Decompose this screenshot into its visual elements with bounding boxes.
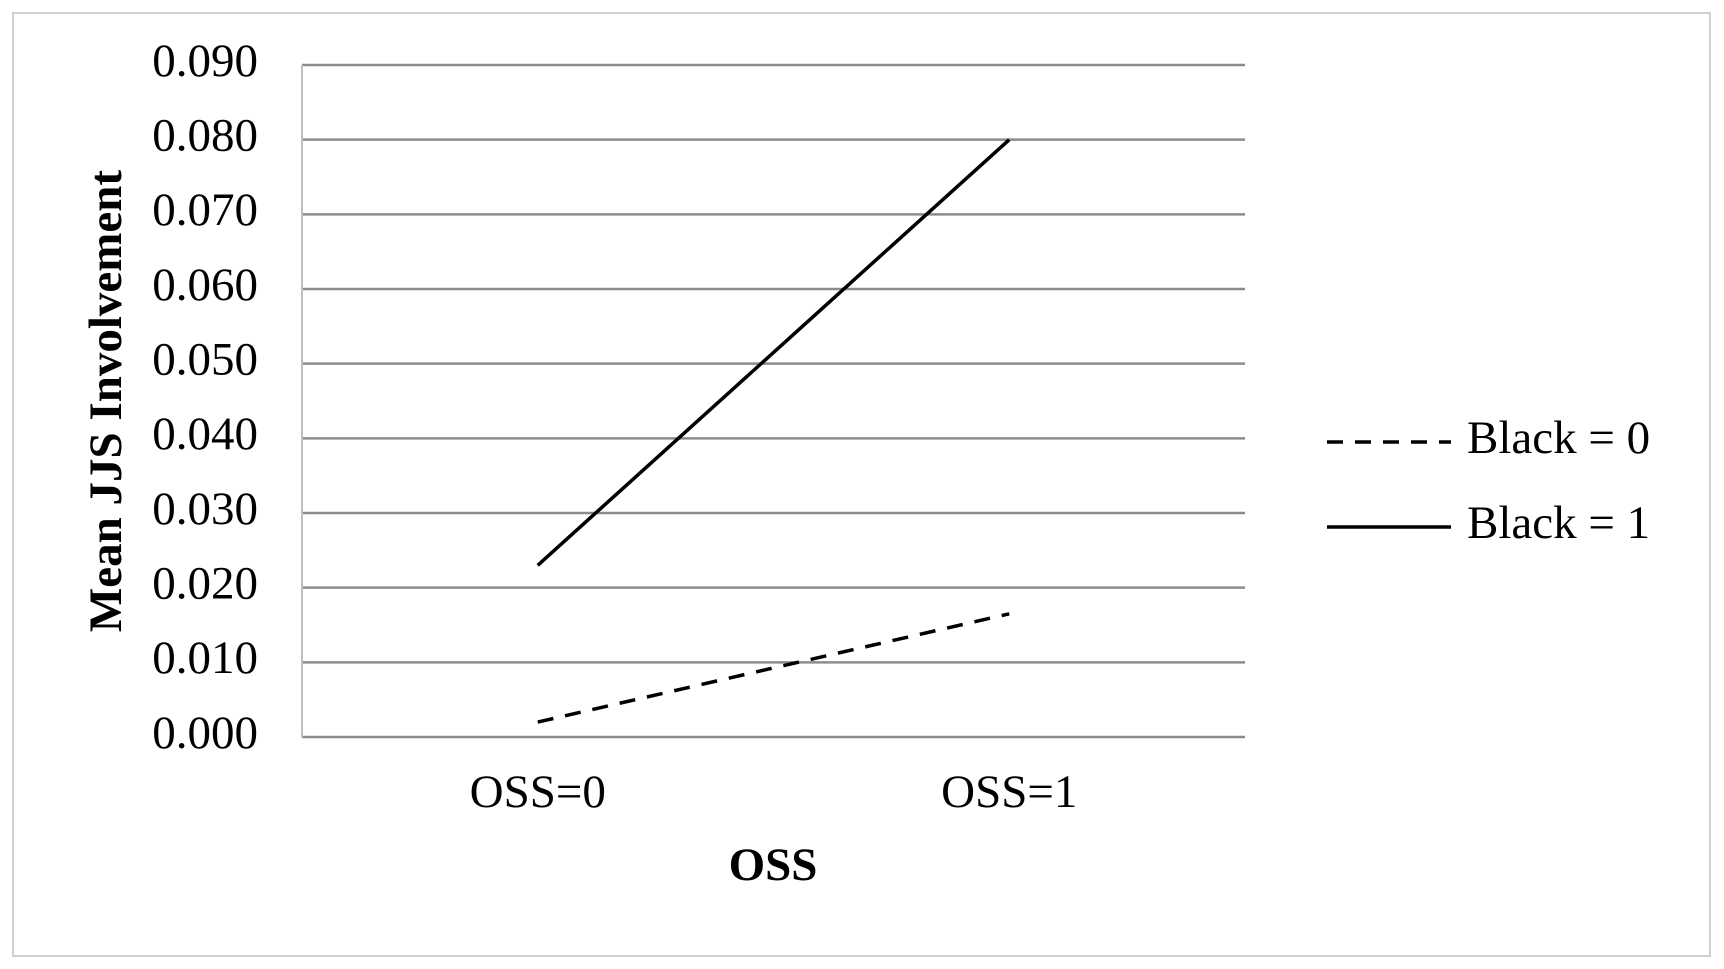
series-line (536, 138, 1011, 567)
x-axis-title: OSS (729, 839, 818, 891)
y-axis-title: Mean JJS Involvement (80, 170, 132, 633)
y-tick-label: 0.000 (152, 707, 258, 759)
legend-label: Black = 1 (1467, 497, 1650, 549)
y-tick-label: 0.020 (152, 557, 258, 609)
x-tick-label: OSS=0 (470, 766, 606, 818)
chart-frame (12, 12, 1711, 957)
y-tick-label: 0.050 (152, 333, 258, 385)
y-tick-label: 0.040 (152, 408, 258, 460)
y-tick-label: 0.090 (152, 35, 258, 87)
y-tick-label: 0.030 (152, 483, 258, 535)
y-tick-label: 0.060 (152, 259, 258, 311)
y-tick-label: 0.070 (152, 184, 258, 236)
legend-label: Black = 0 (1467, 412, 1650, 464)
series-line (537, 612, 1010, 724)
x-tick-label: OSS=1 (941, 766, 1077, 818)
y-tick-label: 0.010 (152, 632, 258, 684)
y-tick-label: 0.080 (152, 109, 258, 161)
